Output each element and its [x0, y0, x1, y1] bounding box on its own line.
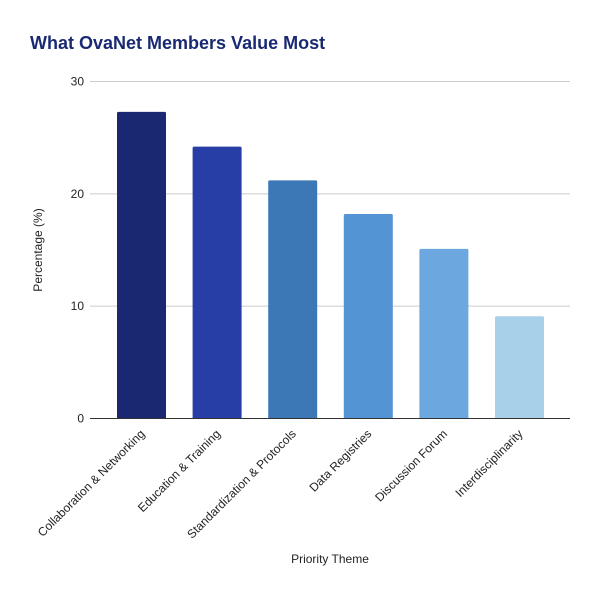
- x-tick-label: Interdisciplinarity: [453, 427, 526, 500]
- chart-title: What OvaNet Members Value Most: [30, 33, 325, 53]
- x-tick-label: Data Registries: [307, 427, 375, 495]
- y-axis-label: Percentage (%): [31, 208, 45, 291]
- x-tick-label: Collaboration & Networking: [35, 427, 148, 540]
- bar: [117, 111, 166, 419]
- x-tick-label: Education & Training: [135, 427, 223, 515]
- bar: [192, 146, 242, 419]
- y-tick-labels: 0 10 20 30: [71, 75, 85, 426]
- y-tick-label: 10: [71, 299, 85, 313]
- y-tick-label: 0: [77, 412, 84, 426]
- bar: [268, 180, 318, 419]
- bar: [343, 214, 393, 419]
- bars: [117, 111, 544, 419]
- gridlines: [90, 81, 570, 307]
- x-axis-label: Priority Theme: [291, 552, 369, 566]
- y-tick-label: 20: [71, 187, 85, 201]
- y-tick-label: 30: [71, 75, 85, 89]
- x-tick-label: Discussion Forum: [372, 427, 450, 505]
- bar: [495, 316, 544, 419]
- bar: [419, 248, 469, 419]
